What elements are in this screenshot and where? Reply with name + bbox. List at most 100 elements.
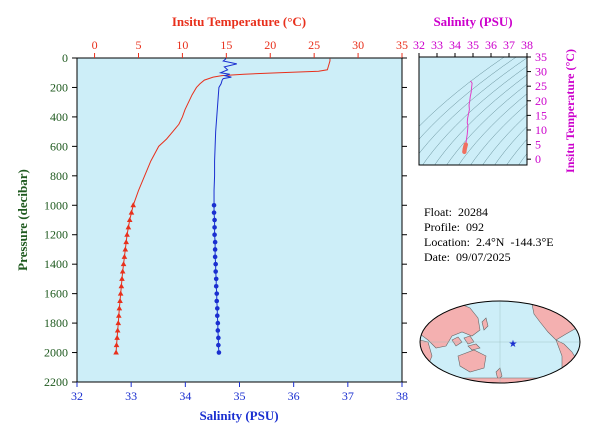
- salinity-point: [214, 313, 220, 319]
- salinity-point: [216, 350, 222, 355]
- ts-x-tick-label: 35: [467, 38, 479, 52]
- pressure-tick-label: 400: [50, 110, 68, 124]
- salinity-point: [214, 298, 220, 304]
- ts-plot-background: [419, 57, 527, 165]
- temperature-tick-label: 25: [308, 38, 320, 52]
- salinity-point: [213, 276, 219, 282]
- temperature-axis-title: Insitu Temperature (°C): [172, 14, 306, 29]
- temperature-tick-label: 35: [396, 38, 408, 52]
- pressure-tick-label: 1600: [44, 287, 68, 301]
- salinity-tick-label: 38: [396, 389, 408, 403]
- temperature-point: [128, 209, 135, 215]
- temperature-point: [120, 261, 127, 267]
- ts-y-tick-label: 25: [535, 79, 547, 93]
- salinity-point: [214, 306, 220, 311]
- salinity-tick-label: 32: [71, 389, 83, 403]
- profile-plot-background: [76, 57, 403, 383]
- temperature-point: [119, 268, 126, 274]
- temperature-series: [113, 58, 331, 355]
- float-info: Float: 20284: [418, 190, 488, 220]
- temperature-point: [123, 239, 129, 245]
- temperature-point: [122, 246, 129, 252]
- salinity-point: [216, 342, 221, 348]
- date-value: 09/07/2025: [456, 250, 511, 264]
- temperature-tick-label: 20: [264, 38, 276, 52]
- salinity-point: [212, 239, 218, 245]
- pressure-tick-label: 200: [50, 80, 68, 94]
- salinity-point: [211, 210, 217, 215]
- salinity-tick-label: 34: [179, 389, 191, 403]
- location-label: Location:: [424, 235, 470, 249]
- float-value: 20284: [458, 205, 489, 219]
- date-label: Date:: [424, 250, 450, 264]
- ts-y-tick-label: 20: [535, 94, 547, 108]
- temperature-tick-label: 30: [352, 38, 364, 52]
- pressure-tick-label: 1800: [44, 316, 68, 330]
- pressure-axis-ticks: 0 200 400 600 800 1000 1200 1400 1600 1800 2000 220…: [44, 51, 407, 389]
- map-graticule: [420, 301, 580, 383]
- salinity-point: [216, 335, 221, 341]
- salinity-point: [212, 247, 218, 252]
- ts-y-tick-label: 0: [535, 152, 541, 166]
- temperature-point: [115, 320, 122, 326]
- salinity-tick-label: 37: [342, 389, 354, 403]
- ts-x-tick-label: 32: [413, 38, 425, 52]
- profile-value: 092: [466, 220, 484, 234]
- profile-info: Profile: 092: [418, 205, 484, 235]
- temperature-point: [130, 202, 137, 208]
- ts-point: [463, 142, 468, 147]
- salinity-axis-title: Salinity (PSU): [199, 408, 278, 423]
- star-icon: ★: [509, 339, 518, 350]
- salinity-axis-ticks: 32 33 34 35 36 37 38: [71, 382, 408, 403]
- pressure-tick-label: 2000: [44, 346, 68, 360]
- salinity-point: [213, 261, 218, 267]
- pressure-tick-label: 1200: [44, 228, 68, 242]
- pressure-axis-title: Pressure (decibar): [15, 169, 30, 271]
- density-contour: [458, 93, 527, 165]
- salinity-point: [215, 328, 221, 333]
- ts-x-tick-label: 33: [431, 38, 443, 52]
- density-contour: [482, 114, 527, 165]
- salinity-point: [212, 232, 217, 238]
- density-contour: [434, 74, 527, 165]
- pressure-tick-label: 1400: [44, 257, 68, 271]
- temperature-point: [114, 334, 120, 340]
- location-value: 2.4°N -144.3°E: [475, 235, 554, 249]
- temperature-point: [126, 217, 133, 222]
- date-info: Date: 09/07/2025: [418, 235, 511, 265]
- ts-y-tick-label: 5: [535, 138, 541, 152]
- temperature-point: [117, 290, 124, 296]
- pressure-tick-label: 800: [50, 169, 68, 183]
- density-contour: [518, 153, 527, 165]
- temperature-point: [124, 231, 130, 237]
- temperature-tick-label: 10: [176, 38, 188, 52]
- location-info: Location: 2.4°N -144.3°E: [418, 220, 554, 250]
- temperature-point: [116, 312, 122, 318]
- temperature-axis-ticks: 0 5 10 15 20 25 30 35: [92, 38, 408, 58]
- salinity-point: [212, 254, 218, 260]
- salinity-series: [211, 58, 237, 355]
- salinity-point: [213, 283, 219, 289]
- temperature-point: [116, 305, 123, 311]
- temperature-point: [119, 275, 125, 281]
- salinity-point: [212, 217, 217, 223]
- pressure-tick-label: 2200: [44, 375, 68, 389]
- temperature-point: [113, 342, 120, 348]
- salinity-tick-label: 33: [125, 389, 137, 403]
- salinity-tick-label: 36: [288, 389, 300, 403]
- salinity-point: [215, 320, 221, 326]
- density-contour: [470, 103, 527, 165]
- density-contour: [494, 126, 527, 165]
- temperature-point: [118, 283, 125, 289]
- salinity-point: [214, 291, 220, 296]
- float-label: Float:: [424, 205, 453, 219]
- pressure-tick-label: 600: [50, 139, 68, 153]
- ts-x-tick-label: 38: [521, 38, 533, 52]
- salinity-point: [213, 269, 218, 274]
- profile-plot: 0 5 10 15 20 25 30 35 32 33 34 35 36 37 38 0 200 400 600…: [15, 14, 408, 423]
- locator-map: ★: [419, 300, 581, 384]
- profile-label: Profile:: [424, 220, 460, 234]
